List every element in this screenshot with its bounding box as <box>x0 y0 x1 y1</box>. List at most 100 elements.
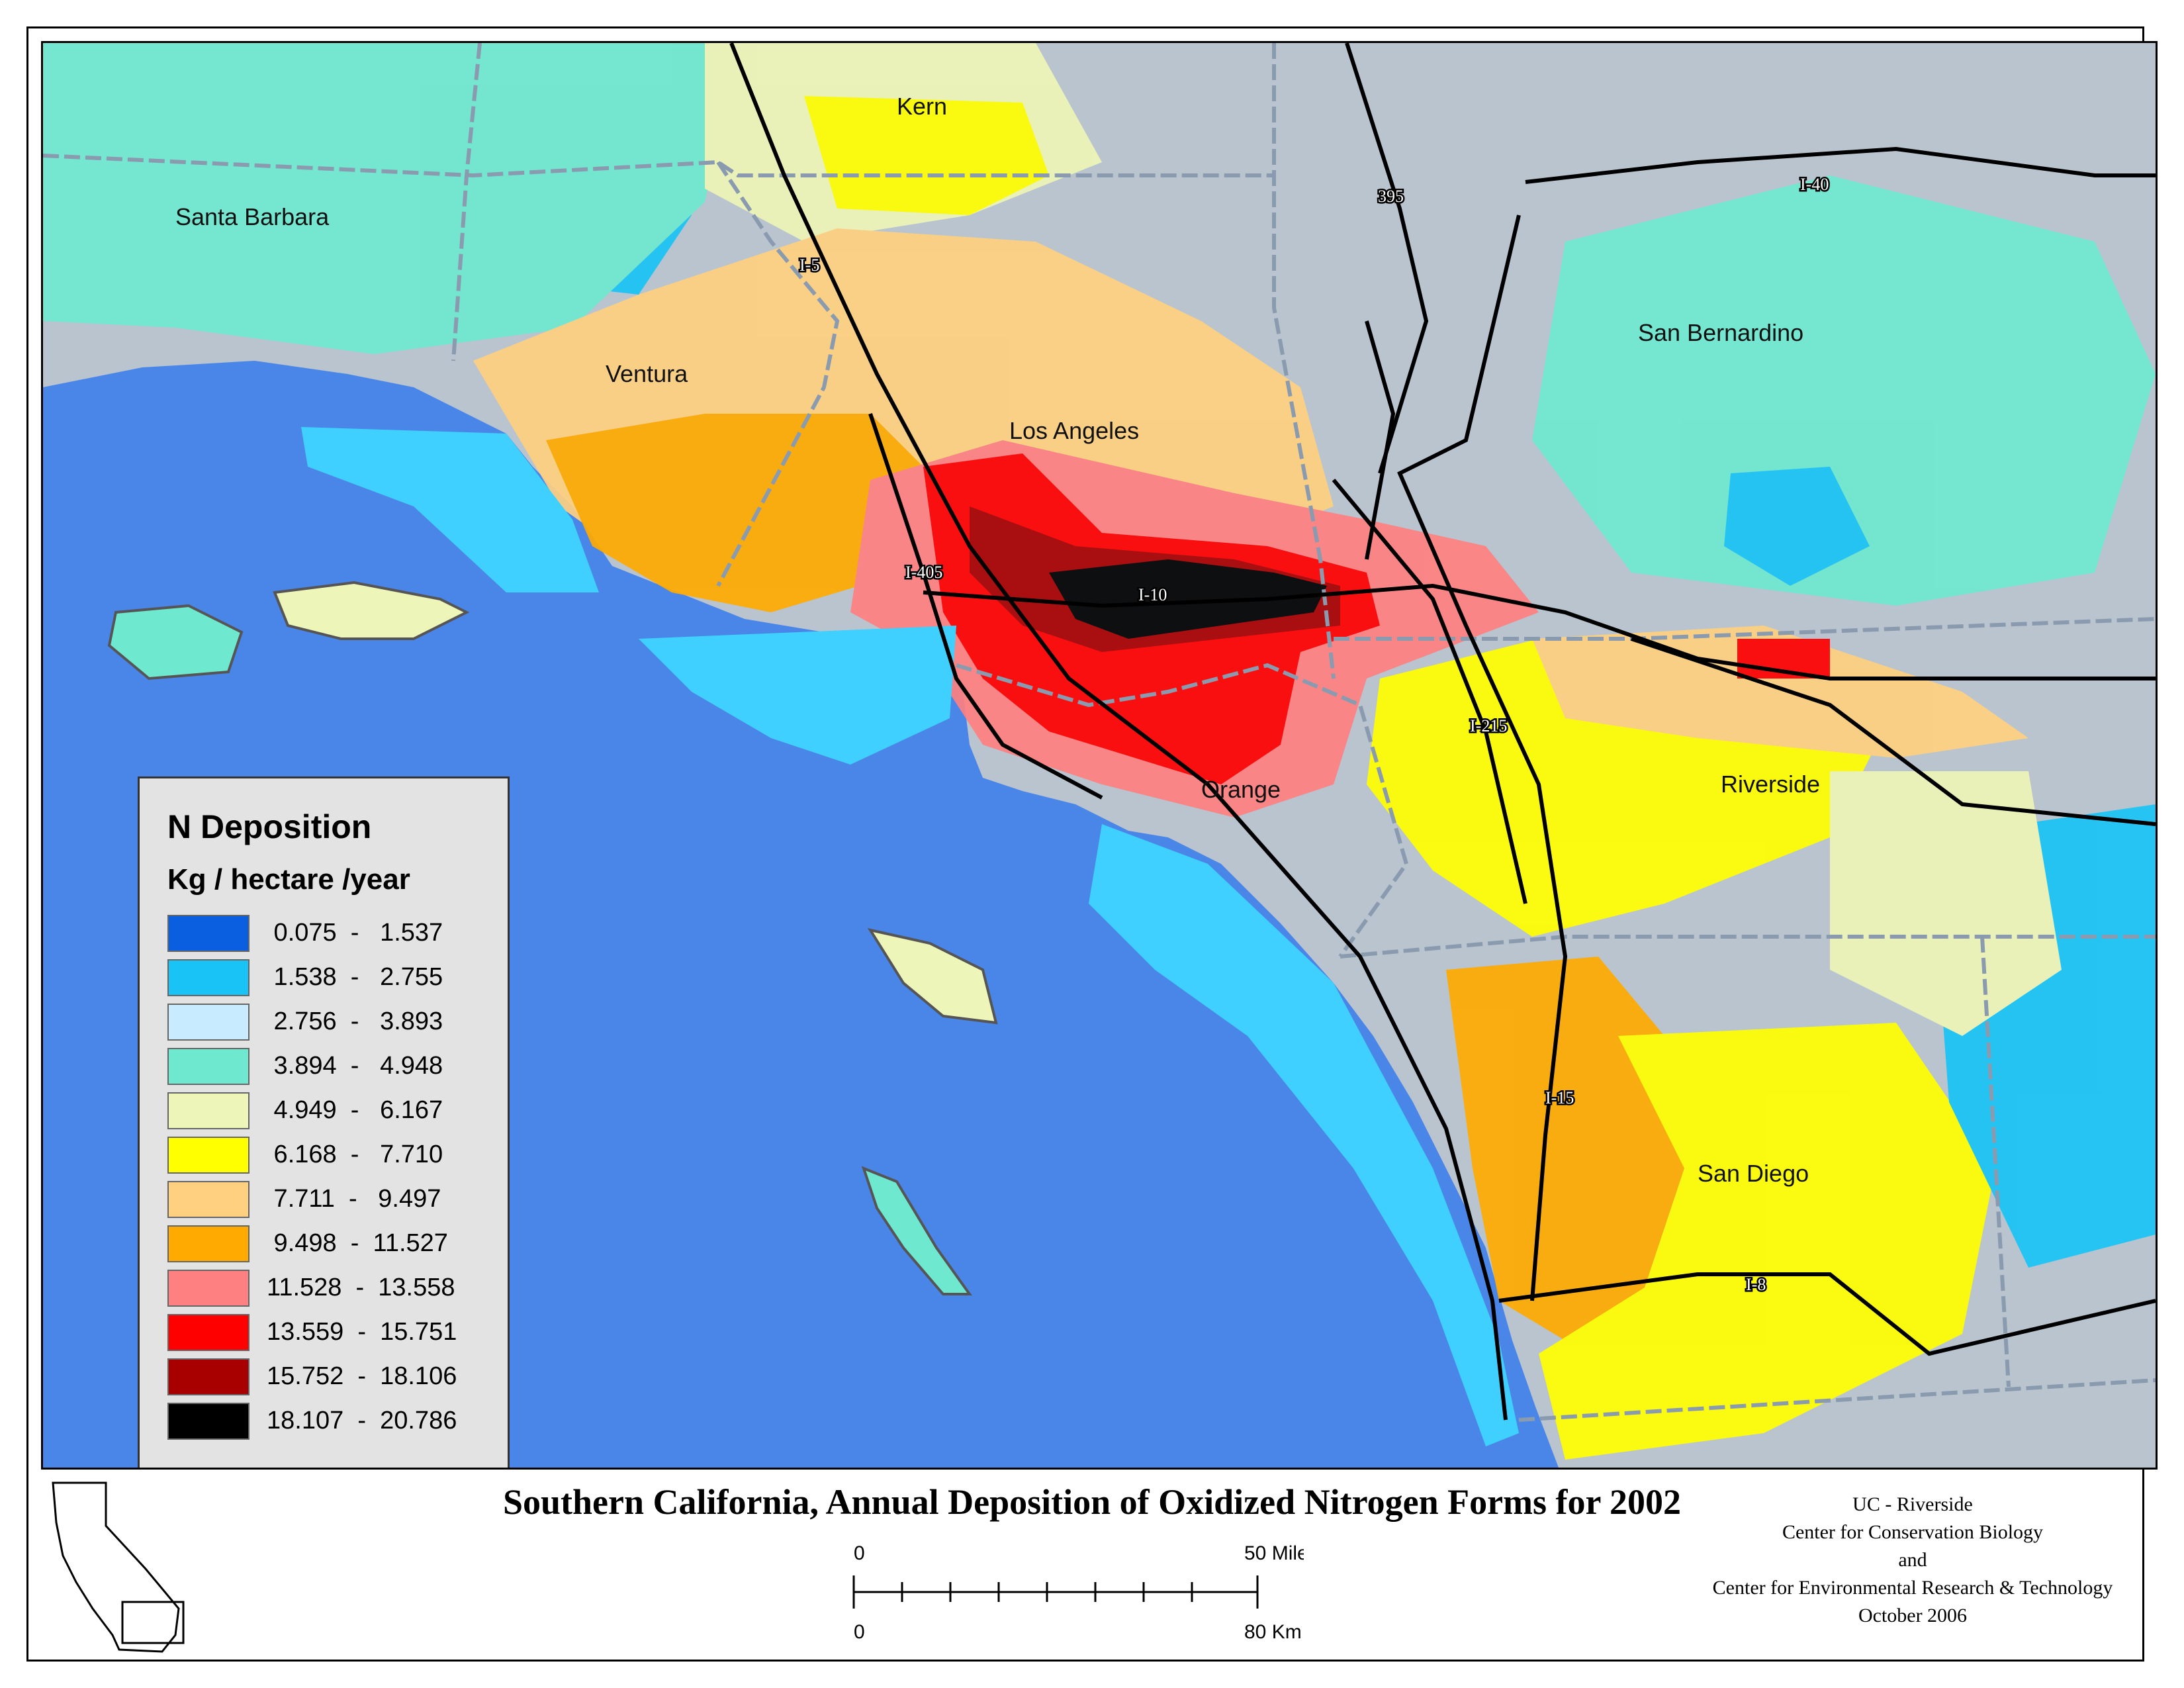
legend-range-label: 11.528 - 13.558 <box>267 1274 455 1301</box>
scale-miles-end: 50 Miles <box>1244 1542 1304 1564</box>
legend-row: 18.107 - 20.786 <box>167 1403 498 1440</box>
county-borders <box>43 43 2156 1422</box>
label-i10: I-10 <box>1138 585 1167 604</box>
label-i405: I-405 <box>905 563 942 582</box>
legend-swatch <box>167 1358 250 1395</box>
legend-range-label: 15.752 - 18.106 <box>267 1362 457 1390</box>
border-mexico <box>1518 1378 2156 1422</box>
legend-row: 15.752 - 18.106 <box>167 1358 498 1395</box>
scale-ticks <box>852 1575 1259 1609</box>
legend-range-label: 0.075 - 1.537 <box>267 919 443 947</box>
scale-km-end: 80 Km <box>1244 1621 1302 1642</box>
label-riverside: Riverside <box>1721 771 1820 798</box>
label-i40: I-40 <box>1800 175 1829 194</box>
legend-swatch <box>167 1314 250 1351</box>
legend-range-label: 9.498 - 11.527 <box>267 1229 448 1257</box>
legend-swatch <box>167 1270 250 1307</box>
legend-range-label: 3.894 - 4.948 <box>267 1052 443 1080</box>
label-i15: I-15 <box>1545 1088 1574 1107</box>
legend-range-label: 13.559 - 15.751 <box>267 1318 457 1346</box>
legend-swatch <box>167 1225 250 1262</box>
highway-i5 <box>729 43 1508 1421</box>
highway-i15 <box>1397 214 1568 1301</box>
label-san-bernardino: San Bernardino <box>1638 319 1803 346</box>
zone-orange-san-diego <box>1446 957 1684 1340</box>
island-catalina <box>867 928 998 1025</box>
highway-ca-route <box>1365 320 1396 560</box>
legend-row: 6.168 - 7.710 <box>167 1137 498 1174</box>
legend-swatch <box>167 1403 250 1440</box>
california-locator-map <box>52 1481 185 1653</box>
highway-i8 <box>1498 1272 2156 1356</box>
legend-range-label: 1.538 - 2.755 <box>267 963 443 991</box>
california-outline <box>52 1481 180 1653</box>
border-kern-line <box>43 154 1274 178</box>
border-la-sanbern <box>1272 43 1336 679</box>
label-i5: I-5 <box>799 256 819 275</box>
legend-range-label: 4.949 - 6.167 <box>267 1096 443 1124</box>
legend-units: Kg / hectare /year <box>167 863 410 896</box>
island-san-clemente <box>861 1166 972 1295</box>
label-san-diego: San Diego <box>1698 1160 1809 1187</box>
zone-orange-coastal <box>546 414 936 612</box>
highway-i405 <box>868 413 1103 800</box>
legend-row: 13.559 - 15.751 <box>167 1314 498 1351</box>
island-santa-rosa <box>107 604 244 680</box>
map-credits: UC - Riverside Center for Conservation Bi… <box>1641 1491 2184 1630</box>
legend-row: 7.711 - 9.497 <box>167 1181 498 1218</box>
highway-i40 <box>1525 146 2156 184</box>
highway-i10-east <box>1631 637 2156 826</box>
highways <box>729 43 2156 1421</box>
coastal-band-santa-monica <box>639 626 956 765</box>
border-riverside-sandiego <box>1340 935 2156 959</box>
label-los-angeles: Los Angeles <box>1009 417 1139 444</box>
map-panel: Kern Santa Barbara Ventura Los Angeles S… <box>41 41 2158 1470</box>
legend-range-label: 7.711 - 9.497 <box>267 1185 441 1213</box>
coastal-band-south <box>1089 824 1519 1446</box>
legend-range-label: 2.756 - 3.893 <box>267 1008 443 1035</box>
legend-row: 4.949 - 6.167 <box>167 1092 498 1129</box>
legend-row: 3.894 - 4.948 <box>167 1048 498 1085</box>
label-orange: Orange <box>1201 776 1281 803</box>
zone-light-orange-riverside <box>1532 626 2028 758</box>
zone-teal-east <box>1532 175 2156 606</box>
scale-km-start: 0 <box>854 1621 865 1642</box>
credit-line: Center for Conservation Biology <box>1782 1521 2044 1543</box>
zone-blue-east <box>1724 467 1870 586</box>
legend-range-label: 6.168 - 7.710 <box>267 1141 443 1168</box>
legend-swatch <box>167 1092 250 1129</box>
zone-pale-east <box>1830 771 2062 1036</box>
credit-line: UC - Riverside <box>1852 1493 1973 1515</box>
scale-miles-start: 0 <box>854 1542 865 1564</box>
deposition-zones <box>43 43 2156 1460</box>
credit-line: and <box>1898 1549 1927 1571</box>
map-title: Southern California, Annual Deposition o… <box>502 1482 1682 1522</box>
credit-line: October 2006 <box>1858 1605 1968 1626</box>
border-ventura-la <box>716 161 840 587</box>
label-kern: Kern <box>897 93 947 120</box>
highway-i10 <box>923 583 2156 680</box>
locator-extent-box <box>121 1601 185 1644</box>
legend-title: N Deposition <box>167 808 372 845</box>
zone-teal-north <box>43 43 738 354</box>
legend-range-label: 18.107 - 20.786 <box>267 1407 457 1434</box>
label-395: 395 <box>1378 187 1404 206</box>
legend-row: 0.075 - 1.537 <box>167 915 498 952</box>
legend-swatch <box>167 1181 250 1218</box>
coastal-band-la <box>301 427 599 592</box>
legend-swatch <box>167 1137 250 1174</box>
legend-row: 2.756 - 3.893 <box>167 1004 498 1041</box>
island-santa-cruz <box>273 581 470 640</box>
legend-row: 11.528 - 13.558 <box>167 1270 498 1307</box>
scale-bar: 0 50 Miles 0 80 Km <box>852 1542 1304 1642</box>
border-la-orange <box>956 663 1409 958</box>
legend-swatch <box>167 1048 250 1085</box>
legend-swatch <box>167 959 250 996</box>
legend-row: 9.498 - 11.527 <box>167 1225 498 1262</box>
highway-395 <box>1345 43 1429 474</box>
label-ventura: Ventura <box>606 360 688 387</box>
legend-swatch <box>167 1004 250 1041</box>
zone-yellow-kern <box>804 96 1049 215</box>
label-i215: I-215 <box>1470 716 1507 735</box>
credit-line: Center for Environmental Research & Tech… <box>1712 1577 2113 1599</box>
